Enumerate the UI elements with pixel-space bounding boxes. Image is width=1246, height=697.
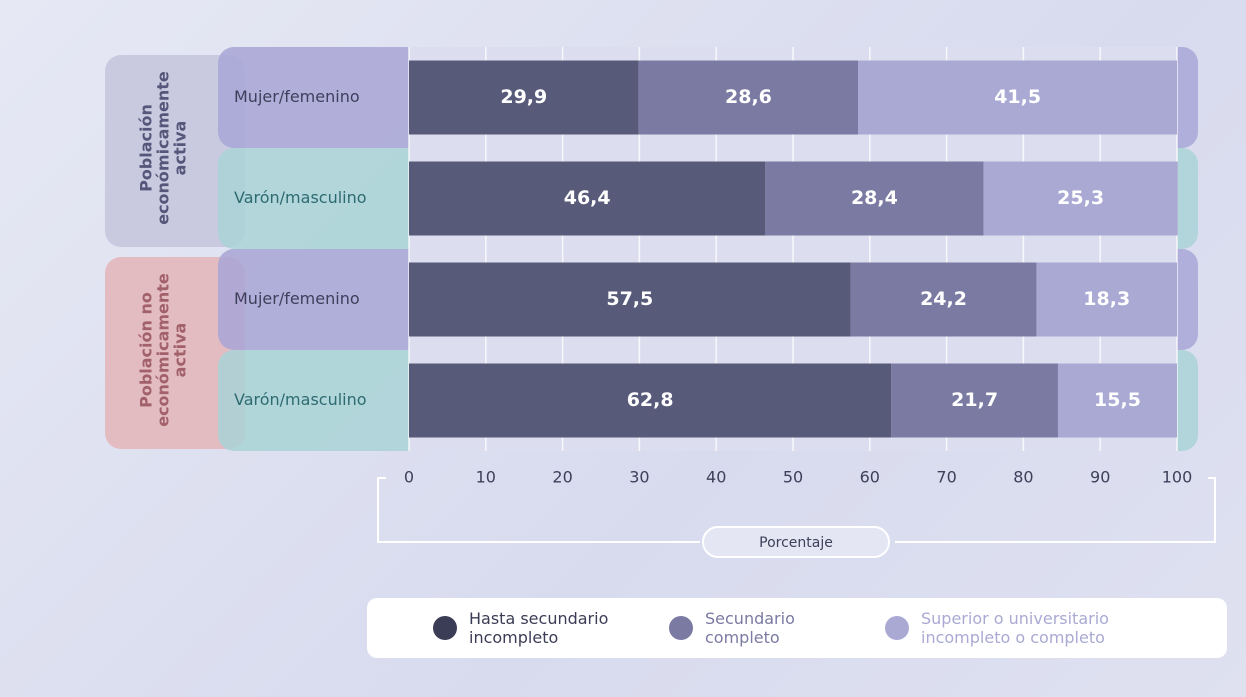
data-label: 28,4	[851, 187, 898, 209]
data-label: 18,3	[1083, 288, 1130, 310]
data-label: 24,2	[920, 288, 967, 310]
legend-label: Secundario completo	[705, 609, 855, 647]
x-tick-label: 0	[404, 468, 414, 487]
data-label: 46,4	[564, 187, 611, 209]
legend-item: Superior o universitario incompleto o co…	[885, 609, 1181, 647]
data-label: 15,5	[1094, 389, 1141, 411]
legend-item: Secundario completo	[669, 609, 855, 647]
y-tick-label: Varón/masculino	[234, 390, 367, 409]
x-tick-label: 50	[783, 468, 803, 487]
legend-label: Superior o universitario incompleto o co…	[921, 609, 1181, 647]
data-label: 41,5	[994, 86, 1041, 108]
y-tick-label: Varón/masculino	[234, 188, 367, 207]
x-tick-label: 80	[1013, 468, 1033, 487]
x-tick-label: 70	[936, 468, 956, 487]
data-label: 62,8	[627, 389, 674, 411]
legend-swatch	[885, 616, 909, 640]
legend-label: Hasta secundario incompleto	[469, 609, 639, 647]
data-label: 29,9	[500, 86, 547, 108]
data-label: 25,3	[1057, 187, 1104, 209]
group-label: Población económicamente activa	[138, 53, 189, 243]
y-tick-label: Mujer/femenino	[234, 289, 360, 308]
x-axis-label: Porcentaje	[759, 535, 833, 551]
x-tick-label: 20	[552, 468, 572, 487]
x-tick-label: 30	[629, 468, 649, 487]
legend-swatch	[669, 616, 693, 640]
data-label: 21,7	[951, 389, 998, 411]
legend-item: Hasta secundario incompleto	[433, 609, 639, 647]
data-label: 57,5	[606, 288, 653, 310]
y-tick-label: Mujer/femenino	[234, 87, 360, 106]
x-tick-label: 40	[706, 468, 726, 487]
page: Porcentaje Mujer/femenino Varón/masculino…	[0, 0, 1246, 697]
legend: Hasta secundario incompleto Secundario co…	[367, 598, 1227, 658]
group-label: Población no económicamente activa	[138, 255, 189, 445]
x-tick-label: 10	[476, 468, 496, 487]
x-tick-label: 100	[1162, 468, 1193, 487]
x-tick-label: 60	[860, 468, 880, 487]
x-tick-label: 90	[1090, 468, 1110, 487]
legend-swatch	[433, 616, 457, 640]
data-label: 28,6	[725, 86, 772, 108]
